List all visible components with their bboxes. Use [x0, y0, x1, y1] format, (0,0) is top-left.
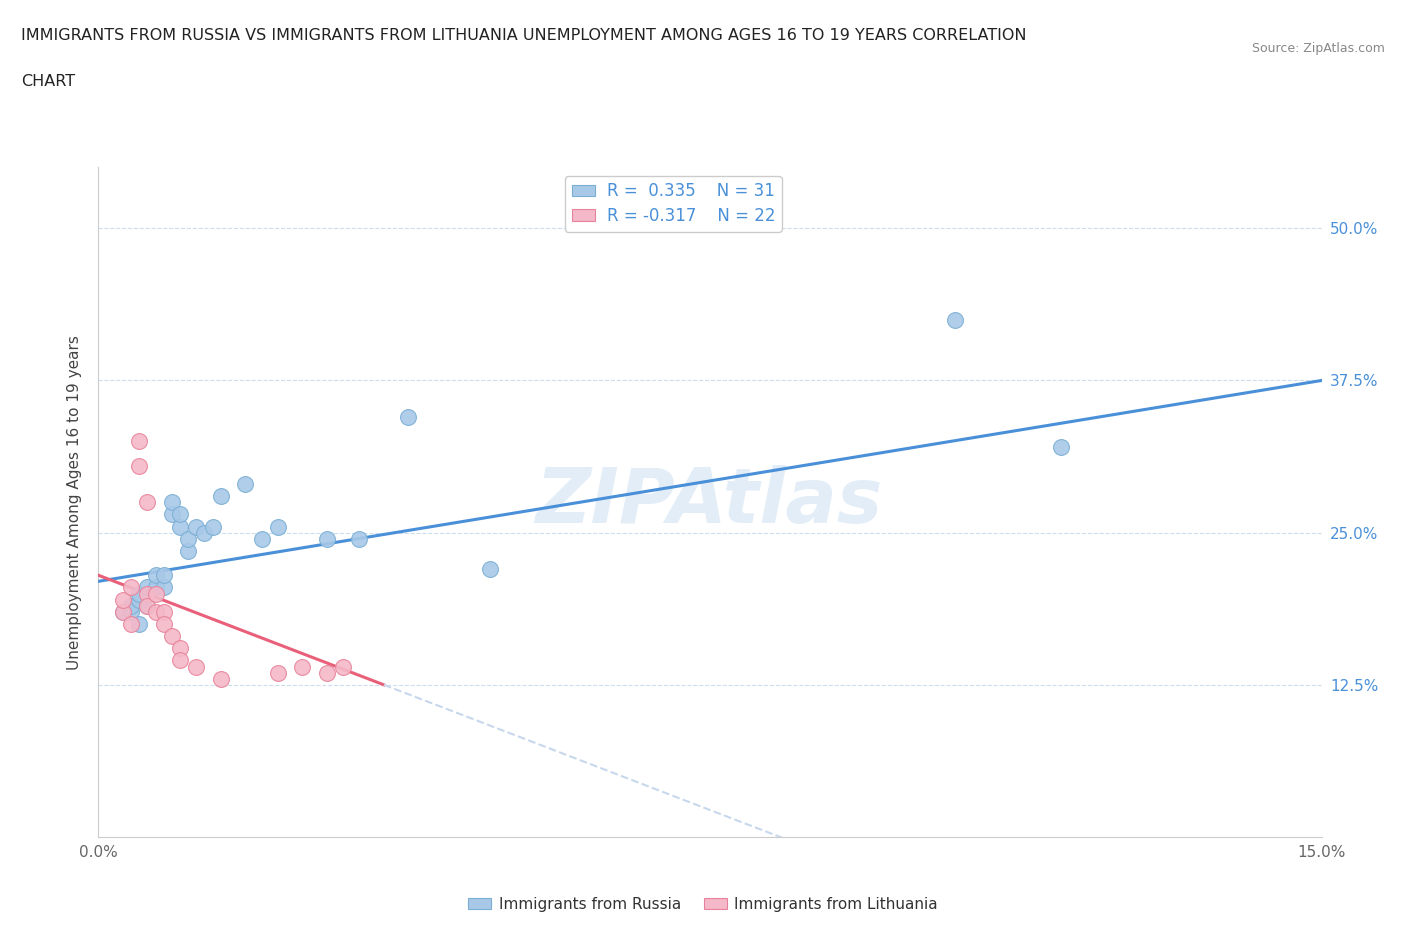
- Text: CHART: CHART: [21, 74, 75, 89]
- Point: [111, 592, 134, 607]
- Point: [145, 580, 167, 595]
- Point: [136, 598, 159, 613]
- Legend: R =  0.335    N = 31, R = -0.317    N = 22: R = 0.335 N = 31, R = -0.317 N = 22: [565, 176, 782, 232]
- Point: [145, 568, 167, 583]
- Point: [396, 409, 419, 424]
- Point: [201, 519, 224, 534]
- Text: ZIPAtlas: ZIPAtlas: [536, 465, 884, 539]
- Y-axis label: Unemployment Among Ages 16 to 19 years: Unemployment Among Ages 16 to 19 years: [67, 335, 83, 670]
- Point: [186, 659, 208, 674]
- Text: IMMIGRANTS FROM RUSSIA VS IMMIGRANTS FROM LITHUANIA UNEMPLOYMENT AMONG AGES 16 T: IMMIGRANTS FROM RUSSIA VS IMMIGRANTS FRO…: [21, 28, 1026, 43]
- Point: [186, 519, 208, 534]
- Point: [209, 671, 232, 686]
- Text: Source: ZipAtlas.com: Source: ZipAtlas.com: [1251, 42, 1385, 55]
- Point: [315, 531, 337, 546]
- Point: [120, 604, 142, 619]
- Point: [349, 531, 371, 546]
- Point: [209, 488, 232, 503]
- Point: [128, 434, 150, 449]
- Point: [169, 653, 191, 668]
- Point: [267, 519, 290, 534]
- Point: [267, 665, 290, 680]
- Point: [152, 617, 174, 631]
- Point: [332, 659, 354, 674]
- Point: [169, 641, 191, 656]
- Point: [478, 562, 501, 577]
- Point: [152, 568, 174, 583]
- Point: [136, 586, 159, 601]
- Point: [160, 495, 183, 510]
- Point: [943, 312, 966, 327]
- Point: [152, 604, 174, 619]
- Point: [136, 495, 159, 510]
- Point: [136, 580, 159, 595]
- Point: [250, 531, 273, 546]
- Point: [177, 543, 200, 558]
- Point: [160, 507, 183, 522]
- Point: [177, 531, 200, 546]
- Point: [193, 525, 215, 540]
- Point: [111, 604, 134, 619]
- Point: [128, 617, 150, 631]
- Point: [315, 665, 337, 680]
- Point: [136, 598, 159, 613]
- Point: [128, 586, 150, 601]
- Point: [160, 629, 183, 644]
- Point: [145, 604, 167, 619]
- Point: [111, 604, 134, 619]
- Point: [128, 592, 150, 607]
- Point: [120, 598, 142, 613]
- Point: [120, 580, 142, 595]
- Point: [1049, 440, 1071, 455]
- Point: [145, 586, 167, 601]
- Point: [233, 476, 256, 491]
- Point: [152, 580, 174, 595]
- Point: [291, 659, 314, 674]
- Point: [169, 519, 191, 534]
- Point: [120, 617, 142, 631]
- Point: [128, 458, 150, 473]
- Legend: Immigrants from Russia, Immigrants from Lithuania: Immigrants from Russia, Immigrants from …: [463, 891, 943, 918]
- Point: [169, 507, 191, 522]
